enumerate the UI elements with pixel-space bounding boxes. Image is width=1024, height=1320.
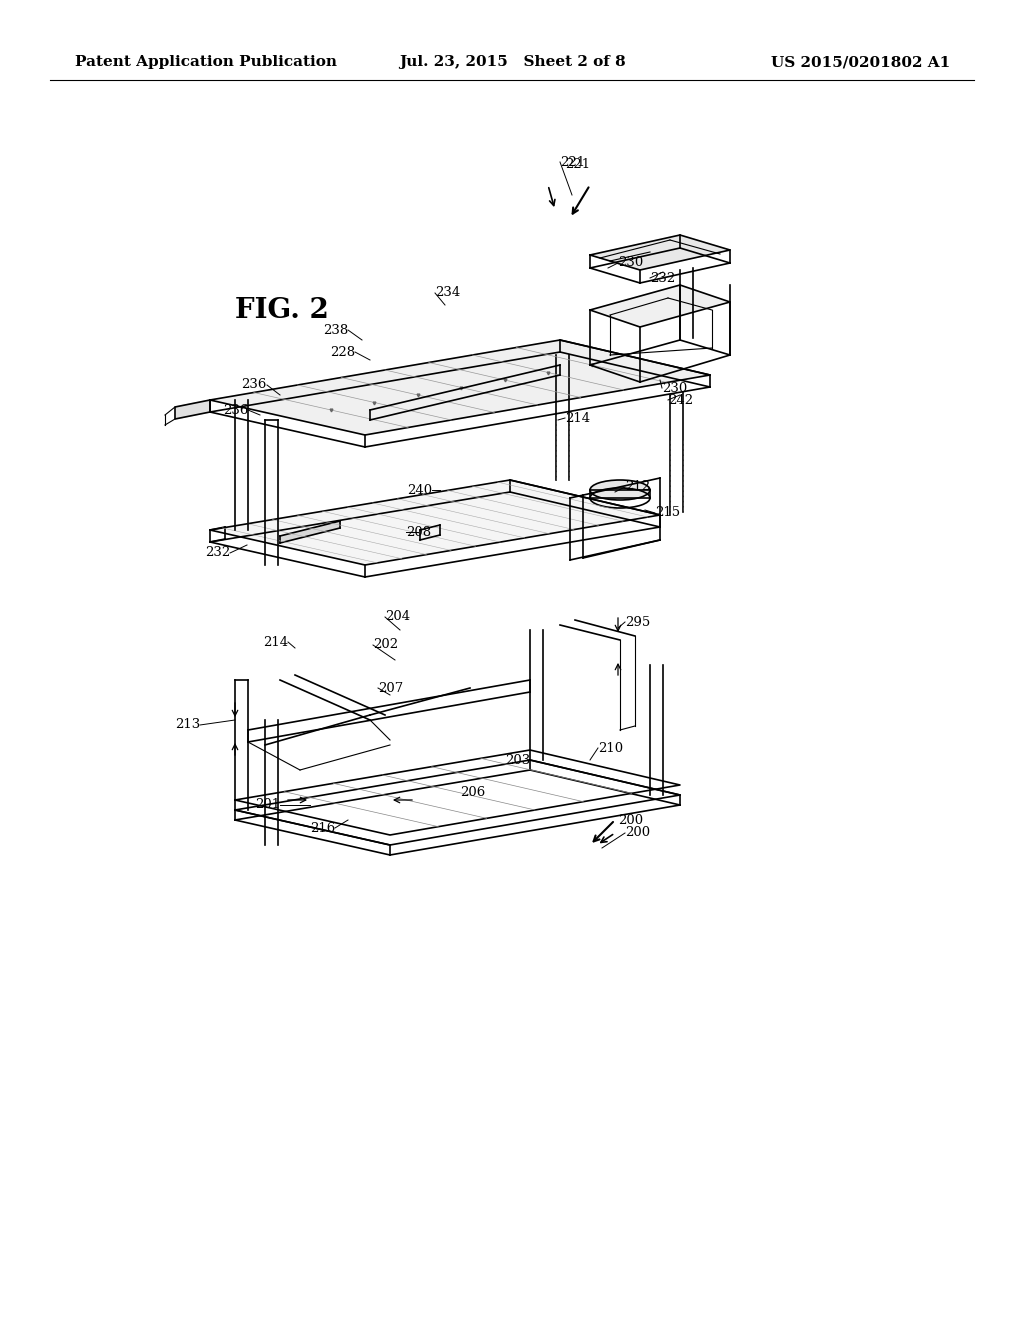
Ellipse shape [590, 480, 650, 500]
Text: 236: 236 [242, 379, 267, 392]
Polygon shape [175, 400, 210, 418]
Text: 232: 232 [650, 272, 675, 285]
Text: FIG. 2: FIG. 2 [234, 297, 329, 323]
Text: 228: 228 [330, 346, 355, 359]
Text: 206: 206 [460, 787, 485, 800]
Text: 234: 234 [435, 286, 460, 300]
Text: 212: 212 [625, 480, 650, 494]
Text: 207: 207 [378, 681, 403, 694]
Text: 203: 203 [505, 754, 530, 767]
Polygon shape [590, 285, 730, 327]
Text: 200: 200 [618, 813, 643, 826]
Text: 200: 200 [625, 826, 650, 840]
Text: 295: 295 [625, 615, 650, 628]
Text: 210: 210 [598, 742, 624, 755]
Text: 208: 208 [406, 525, 431, 539]
Text: Patent Application Publication: Patent Application Publication [75, 55, 337, 69]
Text: 202: 202 [373, 639, 398, 652]
Text: 238: 238 [323, 323, 348, 337]
Text: 230: 230 [662, 381, 687, 395]
Text: 204: 204 [385, 610, 411, 623]
Text: 214: 214 [263, 635, 288, 648]
Polygon shape [280, 521, 340, 543]
Polygon shape [210, 341, 710, 436]
Text: 214: 214 [565, 412, 590, 425]
Text: 230: 230 [618, 256, 643, 269]
Text: 216: 216 [309, 821, 335, 834]
Text: 213: 213 [175, 718, 200, 731]
Text: 240: 240 [407, 483, 432, 496]
Text: 232: 232 [205, 546, 230, 560]
Text: 201: 201 [255, 799, 280, 812]
Text: Jul. 23, 2015   Sheet 2 of 8: Jul. 23, 2015 Sheet 2 of 8 [398, 55, 626, 69]
Text: 236: 236 [222, 404, 248, 417]
Text: 215: 215 [655, 507, 680, 520]
Polygon shape [590, 235, 730, 271]
Text: US 2015/0201802 A1: US 2015/0201802 A1 [771, 55, 950, 69]
Text: 221: 221 [565, 158, 590, 172]
Text: 221: 221 [560, 156, 585, 169]
Polygon shape [210, 480, 660, 565]
Text: 242: 242 [668, 393, 693, 407]
